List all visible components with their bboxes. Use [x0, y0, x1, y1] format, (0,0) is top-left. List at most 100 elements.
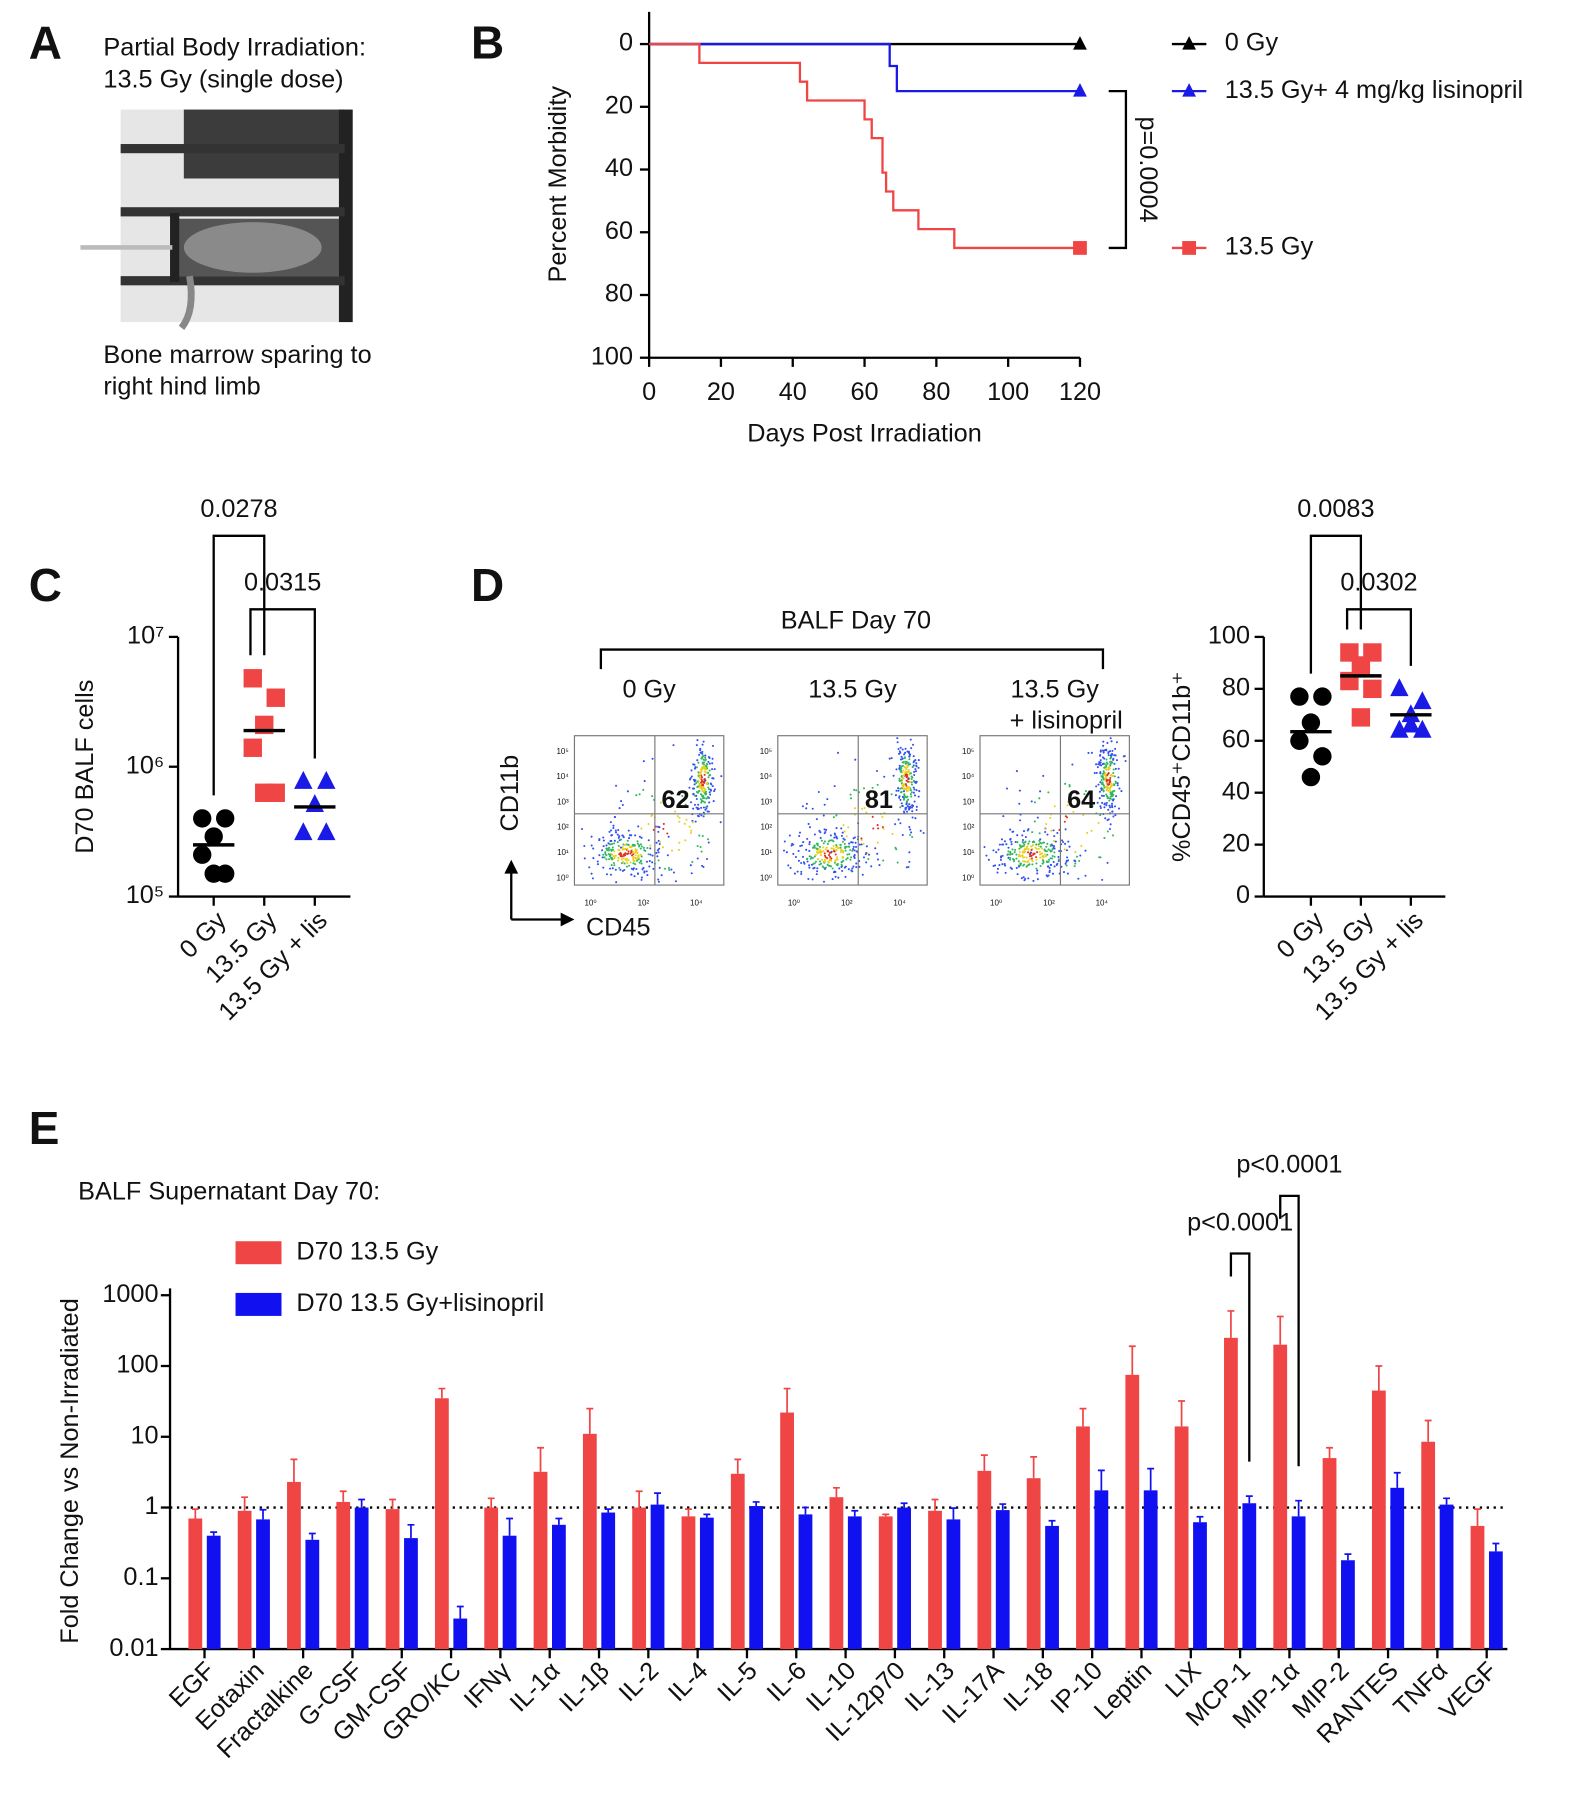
flow-dot [1105, 795, 1109, 798]
flow-dot [700, 794, 704, 797]
flow-dot [902, 760, 905, 763]
error-bar [407, 1523, 415, 1539]
data-point [1313, 747, 1332, 766]
flow-dot [1030, 851, 1033, 854]
flow-dot [837, 876, 840, 879]
flow-dot [814, 860, 817, 863]
flow-dot [693, 763, 696, 766]
flow-dot [1103, 757, 1106, 760]
flow-dot [992, 864, 995, 868]
flow-dot [632, 855, 635, 859]
flow-dot [909, 738, 912, 741]
flow-dot [1031, 831, 1034, 834]
bar [533, 1471, 548, 1650]
flow-dot [1100, 794, 1104, 797]
flow-dot [907, 769, 910, 772]
flow-dot [700, 757, 703, 760]
flow-dot [1021, 845, 1024, 848]
flow-dot [1065, 864, 1068, 867]
flow-dot [698, 834, 701, 837]
flow-dot [867, 853, 871, 856]
flow-dot [1056, 862, 1059, 865]
flow-dot [1109, 797, 1112, 800]
flow-dot [674, 880, 677, 883]
flow-dot [1104, 785, 1107, 788]
flow-dot [835, 827, 838, 830]
flow-dot [1017, 860, 1020, 863]
flow-dot [1019, 864, 1022, 867]
flow-dot [581, 827, 584, 831]
error-bar [1048, 1519, 1056, 1526]
flow-dot [1053, 805, 1056, 808]
flow-dot [843, 830, 846, 833]
flow-dot [816, 852, 819, 855]
flow-dot [992, 849, 995, 852]
y-axis-label: D70 BALF cells [71, 680, 99, 854]
flow-dot [623, 854, 627, 857]
flow-dot [805, 802, 808, 805]
flow-dot [1114, 767, 1117, 770]
flow-dot [698, 776, 701, 779]
error-bar [980, 1454, 988, 1471]
flow-dot [620, 800, 623, 803]
flow-dot [1035, 858, 1038, 861]
flow-y-tick-label: 10⁵ [760, 747, 772, 756]
flow-dot [657, 851, 660, 854]
flow-dot [619, 868, 622, 871]
end-marker [1073, 36, 1087, 50]
flow-dot [1053, 839, 1056, 842]
flow-dot [1108, 760, 1111, 764]
flow-dot [808, 855, 811, 858]
flow-dot [625, 859, 628, 862]
flow-dot [1009, 850, 1012, 854]
flow-dot [1046, 853, 1049, 856]
flow-dot [630, 845, 633, 848]
flow-dot [912, 761, 915, 764]
flow-dot [810, 863, 813, 866]
flow-dot [820, 839, 823, 842]
flow-dot [612, 824, 615, 827]
flow-dot [826, 857, 829, 860]
comparison-label: 0.0278 [200, 495, 277, 523]
flow-dot [1037, 844, 1040, 848]
flow-dot [1104, 772, 1107, 775]
flow-plot-label: + lisinopril [1010, 707, 1123, 735]
flow-dot [841, 831, 844, 834]
flow-dot [1075, 855, 1079, 858]
flow-dot [1030, 857, 1033, 860]
flow-dot [1117, 776, 1120, 779]
flow-dot [844, 847, 847, 850]
y-tick-label: 0.1 [123, 1563, 158, 1591]
flow-dot [1030, 845, 1033, 848]
comparison-label: p<0.0001 [1187, 1208, 1293, 1236]
error-bar [703, 1513, 711, 1518]
bar [847, 1516, 862, 1650]
flow-dot [633, 852, 636, 855]
flow-dot [1036, 878, 1039, 881]
flow-dot [895, 789, 898, 792]
flow-dot [901, 795, 904, 798]
flow-dot [1063, 848, 1066, 851]
flow-dot [907, 763, 910, 766]
y-tick-label: 10⁵ [126, 881, 165, 909]
flow-dot [835, 849, 838, 852]
flow-dot [910, 795, 913, 798]
flow-dot [1109, 785, 1112, 788]
flow-dot [845, 858, 848, 861]
bar [502, 1535, 517, 1650]
flow-dot [830, 859, 833, 862]
flow-dot [909, 793, 912, 796]
flow-dot [1026, 861, 1029, 864]
flow-dot [661, 846, 665, 849]
error-bar [1492, 1542, 1500, 1552]
flow-dot [609, 867, 612, 870]
flow-dot [808, 849, 811, 852]
flow-dot [1108, 827, 1111, 831]
flow-dot [840, 834, 843, 837]
y-tick-label: 20 [1222, 829, 1250, 857]
flow-dot [1016, 873, 1019, 876]
flow-dot [1023, 860, 1026, 863]
flow-y-tick-label: 10⁵ [556, 747, 568, 756]
flow-dot [825, 846, 828, 849]
flow-dot [639, 847, 642, 850]
